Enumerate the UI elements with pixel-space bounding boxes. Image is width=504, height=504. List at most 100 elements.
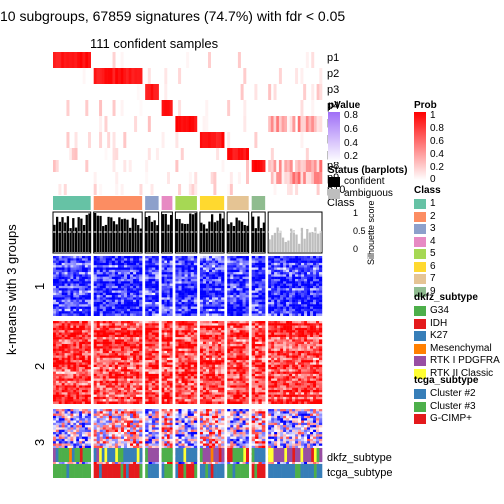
- heatmap-cell: [96, 272, 100, 275]
- prob-cell: [297, 172, 301, 184]
- heatmap-cell: [209, 330, 213, 333]
- heatmap-cell: [178, 327, 182, 331]
- heatmap-cell: [148, 285, 153, 289]
- heatmap-cell: [161, 276, 165, 280]
- heatmap-cell: [218, 258, 222, 261]
- heatmap-cell: [190, 267, 195, 270]
- heatmap-cell: [199, 392, 204, 395]
- heatmap-cell: [136, 346, 140, 349]
- heatmap-cell: [96, 357, 100, 361]
- heatmap-cell: [178, 376, 182, 379]
- heatmap-cell: [193, 258, 198, 261]
- heatmap-cell: [209, 441, 213, 444]
- heatmap-cell: [155, 260, 159, 264]
- heatmap-cell: [169, 334, 173, 338]
- prob-cell: [178, 184, 182, 195]
- heatmap-cell: [190, 290, 195, 293]
- heatmap-cell: [181, 334, 185, 338]
- heatmap-cell: [67, 332, 71, 335]
- heatmap-cell: [184, 281, 188, 284]
- heatmap-cell: [227, 306, 231, 310]
- heatmap-cell: [99, 461, 103, 465]
- heatmap-cell: [123, 353, 128, 356]
- heatmap-cell: [187, 443, 191, 446]
- heatmap-cell: [67, 383, 71, 386]
- heatmap-cell: [148, 344, 153, 347]
- heatmap-cell: [193, 357, 198, 361]
- heatmap-cell: [209, 313, 213, 316]
- heatmap-cell: [114, 306, 119, 310]
- heatmap-cell: [81, 339, 86, 342]
- heatmap-cell: [199, 415, 204, 419]
- heatmap-cell: [175, 302, 179, 305]
- heatmap-cell: [127, 346, 131, 349]
- heatmap-cell: [81, 362, 86, 365]
- heatmap-cell: [64, 321, 68, 324]
- heatmap-cell: [145, 267, 149, 270]
- heatmap-cell: [105, 436, 110, 440]
- heatmap-cell: [70, 369, 74, 372]
- heatmap-cell: [221, 297, 225, 300]
- heatmap-cell: [221, 276, 225, 280]
- heatmap-cell: [221, 339, 225, 342]
- heatmap-cell: [133, 304, 137, 307]
- heatmap-cell: [102, 290, 107, 293]
- heatmap-cell: [79, 308, 83, 312]
- heatmap-cell: [218, 387, 222, 391]
- heatmap-cell: [215, 383, 219, 386]
- heatmap-cell: [70, 272, 74, 275]
- heatmap-cell: [209, 445, 213, 449]
- class-annotation-4: [161, 196, 173, 210]
- heatmap-cell: [169, 276, 173, 280]
- heatmap-cell: [123, 327, 128, 331]
- heatmap-cell: [70, 380, 74, 384]
- heatmap-cell: [111, 265, 116, 268]
- heatmap-cell: [155, 256, 159, 259]
- heatmap-cell: [205, 418, 210, 421]
- prob-cell: [139, 100, 143, 116]
- heatmap-cell: [178, 438, 182, 442]
- heatmap-cell: [111, 272, 116, 275]
- heatmap-cell: [70, 396, 74, 400]
- heatmap-cell: [99, 434, 103, 437]
- prob-cell: [284, 116, 288, 132]
- heatmap-cell: [164, 429, 168, 433]
- heatmap-cell: [221, 415, 225, 419]
- heatmap-cell: [221, 429, 225, 433]
- heatmap-cell: [55, 260, 59, 264]
- heatmap-cell: [161, 392, 165, 395]
- heatmap-cell: [114, 411, 119, 414]
- heatmap-cell: [184, 304, 188, 307]
- heatmap-cell: [67, 283, 71, 287]
- silhouette-bar: [150, 221, 154, 252]
- heatmap-cell: [96, 285, 100, 289]
- heatmap-cell: [221, 376, 225, 379]
- heatmap-cell: [230, 292, 234, 296]
- heatmap-cell: [130, 321, 134, 324]
- heatmap-cell: [181, 276, 185, 280]
- heatmap-cell: [102, 378, 107, 381]
- heatmap-cell: [169, 461, 173, 465]
- heatmap-cell: [136, 269, 140, 273]
- heatmap-cell: [114, 422, 119, 426]
- heatmap-cell: [64, 422, 68, 426]
- prob-cell: [227, 100, 231, 116]
- heatmap-cell: [193, 334, 198, 338]
- heatmap-cell: [73, 371, 77, 375]
- heatmap-cell: [87, 390, 91, 393]
- heatmap-cell: [175, 283, 179, 287]
- heatmap-cell: [215, 376, 219, 379]
- heatmap-cell: [136, 348, 140, 352]
- heatmap-cell: [239, 260, 243, 264]
- heatmap-cell: [181, 371, 185, 375]
- heatmap-cell: [99, 302, 103, 305]
- heatmap-cell: [73, 302, 77, 305]
- heatmap-cell: [215, 269, 219, 273]
- heatmap-cell: [155, 427, 159, 430]
- heatmap-cell: [111, 346, 116, 349]
- heatmap-cell: [114, 344, 119, 347]
- heatmap-cell: [136, 373, 140, 377]
- heatmap-cell: [96, 283, 100, 287]
- heatmap-cell: [70, 362, 74, 365]
- heatmap-cell: [93, 367, 97, 370]
